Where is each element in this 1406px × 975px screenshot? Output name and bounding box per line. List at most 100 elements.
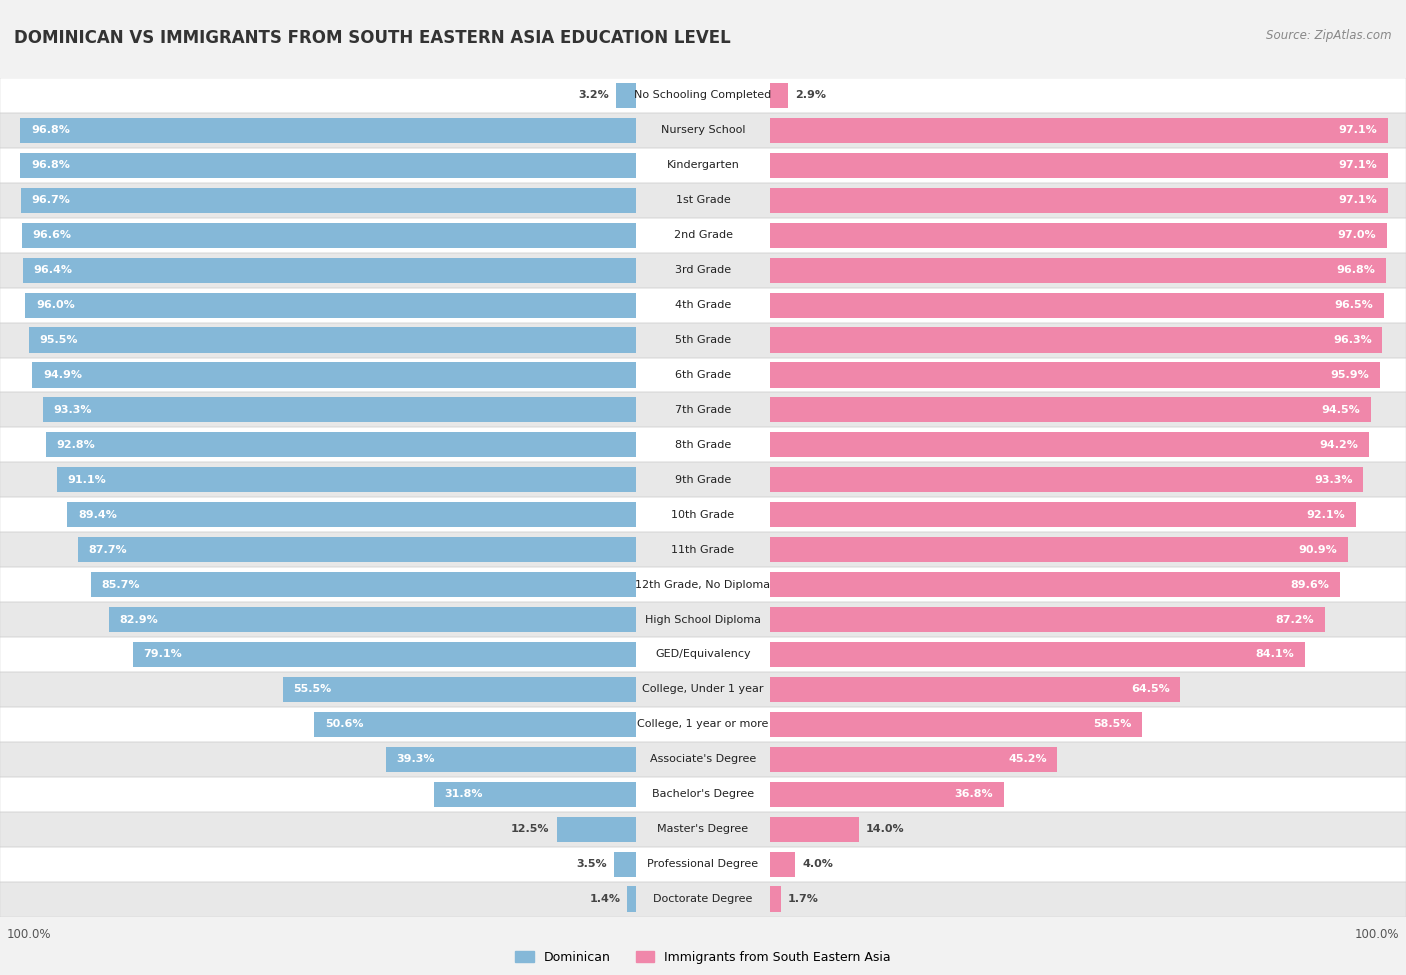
Text: College, Under 1 year: College, Under 1 year [643,684,763,694]
Bar [32,363,637,387]
Bar [0,532,1406,567]
Bar [0,253,1406,288]
Bar [0,113,1406,148]
Bar [0,217,1406,253]
Text: Master's Degree: Master's Degree [658,824,748,835]
Bar [0,113,1406,148]
Bar [0,672,1406,707]
Text: Professional Degree: Professional Degree [647,859,759,869]
Bar [56,467,637,492]
Bar [28,328,637,353]
Bar [0,217,1406,253]
Bar [0,846,1406,881]
Text: 97.1%: 97.1% [1339,160,1376,171]
Bar [0,672,1406,707]
Bar [770,83,789,108]
Bar [0,532,1406,567]
Bar [0,811,1406,846]
Bar [22,257,637,283]
Bar [434,782,637,806]
Text: 89.4%: 89.4% [77,510,117,520]
Text: Kindergarten: Kindergarten [666,160,740,171]
Bar [0,567,1406,602]
Text: 90.9%: 90.9% [1299,545,1337,555]
Bar [770,432,1369,457]
Text: 12th Grade, No Diploma: 12th Grade, No Diploma [636,579,770,590]
Text: 64.5%: 64.5% [1130,684,1170,694]
Bar [0,253,1406,288]
Bar [0,392,1406,427]
Bar [770,851,796,877]
Bar [20,153,637,177]
Bar [21,188,636,213]
Text: 31.8%: 31.8% [444,789,482,800]
Text: 96.8%: 96.8% [31,126,70,136]
Bar [91,572,636,597]
Bar [770,398,1371,422]
Text: Bachelor's Degree: Bachelor's Degree [652,789,754,800]
Text: 1st Grade: 1st Grade [676,195,730,206]
Text: 87.7%: 87.7% [89,545,128,555]
Text: 100.0%: 100.0% [7,928,52,941]
Bar [614,851,636,877]
Text: High School Diploma: High School Diploma [645,614,761,625]
Text: 1.4%: 1.4% [589,894,620,904]
Text: 11th Grade: 11th Grade [672,545,734,555]
Bar [770,747,1057,772]
Text: 92.8%: 92.8% [56,440,96,449]
Bar [770,118,1388,143]
Bar [770,328,1382,353]
Text: 36.8%: 36.8% [955,789,994,800]
Text: 87.2%: 87.2% [1275,614,1315,625]
Bar [0,777,1406,811]
Text: 6th Grade: 6th Grade [675,370,731,380]
Text: 79.1%: 79.1% [143,649,183,659]
Bar [770,363,1379,387]
Bar [770,153,1388,177]
Text: 14.0%: 14.0% [866,824,904,835]
Bar [770,537,1348,563]
Bar [0,637,1406,672]
Bar [0,497,1406,532]
Bar [770,502,1355,527]
Text: 3.2%: 3.2% [578,91,609,100]
Text: 96.8%: 96.8% [31,160,70,171]
Bar [770,467,1364,492]
Text: 3rd Grade: 3rd Grade [675,265,731,275]
Text: 5th Grade: 5th Grade [675,335,731,345]
Bar [25,292,637,318]
Bar [21,222,637,248]
Text: 3.5%: 3.5% [576,859,607,869]
Bar [0,427,1406,462]
Bar [0,707,1406,742]
Text: 39.3%: 39.3% [396,755,436,764]
Bar [0,811,1406,846]
Bar [770,188,1388,213]
Bar [0,742,1406,777]
Bar [770,817,859,841]
Text: 97.1%: 97.1% [1339,126,1376,136]
Bar [387,747,636,772]
Text: 84.1%: 84.1% [1256,649,1295,659]
Bar [0,358,1406,392]
Bar [0,742,1406,777]
Text: 55.5%: 55.5% [294,684,332,694]
Text: 96.0%: 96.0% [37,300,75,310]
Bar [0,462,1406,497]
Bar [0,637,1406,672]
Text: 96.7%: 96.7% [31,195,70,206]
Bar [0,323,1406,358]
Text: 96.5%: 96.5% [1334,300,1374,310]
Text: 96.6%: 96.6% [32,230,72,240]
Bar [0,707,1406,742]
Text: 96.8%: 96.8% [1336,265,1375,275]
Bar [0,497,1406,532]
Bar [770,257,1386,283]
Text: 97.0%: 97.0% [1337,230,1376,240]
Text: Nursery School: Nursery School [661,126,745,136]
Text: 95.9%: 95.9% [1330,370,1369,380]
Bar [0,427,1406,462]
Bar [0,392,1406,427]
Legend: Dominican, Immigrants from South Eastern Asia: Dominican, Immigrants from South Eastern… [510,946,896,969]
Bar [770,677,1180,702]
